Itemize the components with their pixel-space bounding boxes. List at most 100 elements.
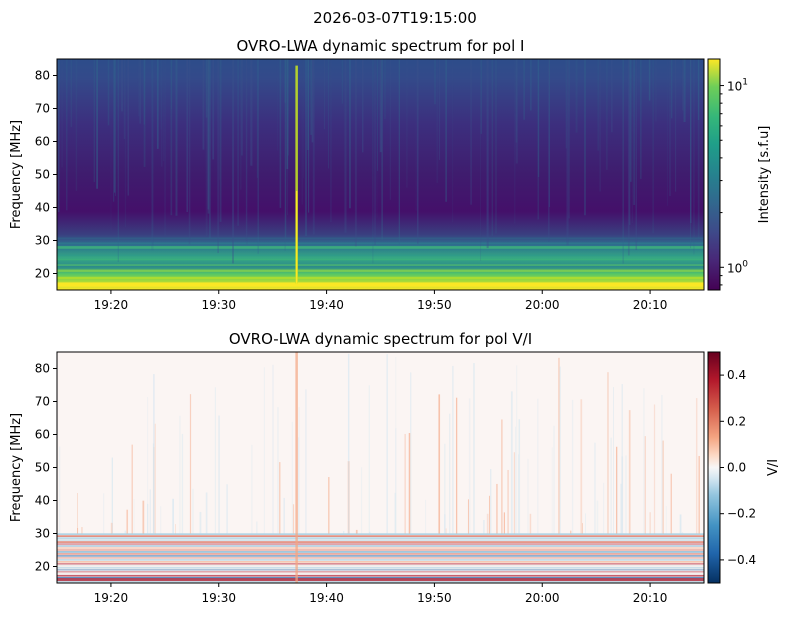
colorbar-pol-i-frame [707,58,721,291]
time-stripe [622,59,624,264]
time-stripe [279,59,282,208]
colorbar-pol-vi: 0.4 0.2 0.0 −0.2 −0.4 V/I [707,351,781,584]
time-stripe [285,59,287,238]
vi-time-stripe [452,365,454,534]
vi-time-stripe [126,509,129,534]
time-stripe [240,59,242,190]
time-stripe [671,59,673,119]
colorbar-tick-label: −0.4 [727,553,756,567]
time-stripe [630,59,632,182]
vi-band-stripe [57,568,704,571]
colorbar-tick-label: 0.4 [727,368,746,382]
vi-band-stripe [57,543,704,545]
time-stripe [690,59,692,249]
vi-time-stripe [218,415,220,534]
vi-time-stripe [160,506,162,534]
vi-time-stripe [368,385,370,534]
time-stripe [161,59,163,167]
panel-pol-i: OVRO-LWA dynamic spectrum for pol I 19:2… [9,37,772,312]
vi-time-stripe [467,499,469,534]
x-tick-label: 19:40 [309,298,344,312]
time-stripe [205,59,208,118]
time-stripe [70,59,73,127]
y-tick-label: 80 [35,69,50,83]
band-stripe [57,246,704,249]
time-stripe [537,59,539,220]
time-stripe [245,59,247,241]
y-tick-label: 40 [35,494,50,508]
time-stripe [445,59,447,202]
time-stripe [652,59,654,234]
vi-band-stripe [57,565,704,567]
y-axis-pol-i: 20 30 40 50 60 70 80 [35,69,57,281]
time-stripe [121,59,123,112]
vi-time-stripe [438,394,441,534]
time-stripe [217,59,219,254]
vi-time-stripe [616,454,618,534]
vi-time-stripe [616,446,618,534]
time-stripe [276,59,278,151]
vi-time-stripe [154,423,156,534]
time-stripe [124,59,127,228]
time-stripe [690,59,692,224]
colorbar-tick-label: 100 [727,259,748,275]
time-stripe [246,59,248,245]
time-stripe [611,59,613,133]
vi-time-stripe [695,398,698,534]
vi-time-stripe [111,457,113,534]
time-stripe [436,59,439,183]
time-stripe [523,59,525,120]
time-stripe [186,59,188,213]
time-stripe [152,59,154,246]
vi-time-stripe [486,513,489,534]
vi-band-stripe [57,576,704,579]
vi-time-stripe [292,504,295,534]
time-stripe [312,59,315,235]
vi-band-stripe [57,545,704,547]
panel-title-pol-i: OVRO-LWA dynamic spectrum for pol I [237,37,525,55]
band-stripe [57,254,704,257]
time-stripe [163,59,165,162]
vi-time-stripe [103,493,105,534]
time-stripe [110,59,112,234]
time-stripe [374,59,376,245]
time-stripe [648,59,651,101]
vi-time-stripe [214,387,216,534]
time-stripe [117,59,119,262]
colorbar-tick-label: −0.2 [727,507,756,521]
vi-time-stripe [585,513,586,534]
time-stripe [584,59,586,216]
time-stripe [188,59,191,245]
time-stripe [113,59,115,202]
time-stripe [681,59,684,111]
vi-time-stripe [679,514,682,534]
vi-time-stripe [621,384,624,534]
vi-time-stripe [582,523,583,534]
band-stripe [57,269,704,272]
time-stripe [219,59,222,222]
vi-time-stripe [77,528,79,534]
vi-time-stripe [515,426,517,534]
y-tick-label: 70 [35,395,50,409]
time-stripe [548,59,550,242]
time-stripe [250,59,253,166]
time-stripe [96,59,98,189]
y-tick-label: 40 [35,201,50,215]
time-stripe [514,59,516,224]
vi-time-stripe [251,444,253,534]
vi-time-stripe [131,444,133,534]
time-stripe [328,59,329,169]
time-stripe [143,59,145,125]
figure-suptitle: 2026-03-07T19:15:00 [313,9,477,27]
vi-time-stripe [256,521,258,534]
vi-band-stripe [57,580,704,583]
time-stripe [398,59,400,245]
y-tick-label: 60 [35,135,50,149]
time-stripe [515,59,518,164]
vi-time-stripe [404,433,406,534]
vi-band-stripe [57,574,704,577]
time-stripe [175,59,178,216]
time-stripe [486,59,489,249]
time-stripe [171,59,172,110]
y-tick-label: 20 [35,267,50,281]
